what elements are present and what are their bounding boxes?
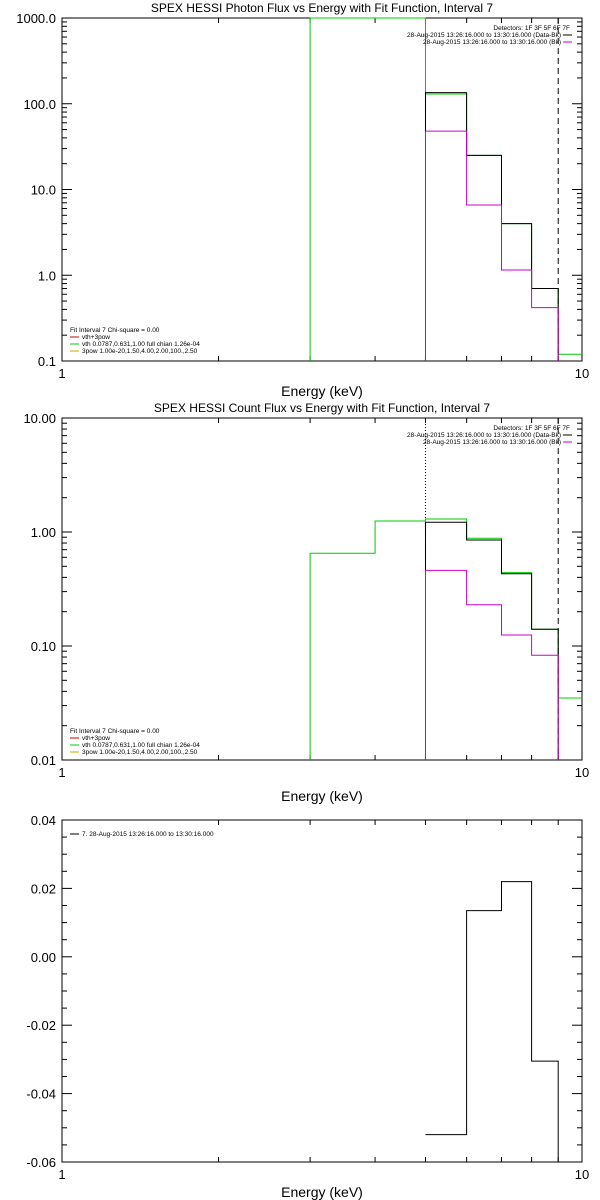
legend-label: 7. 28-Aug-2015 13:26:16.000 to 13:30:16.…: [82, 831, 214, 838]
axes: 1 10 -0.06 -0.04 -0.02 0.00 0.02 0.04: [26, 813, 589, 1182]
axes: 1 10 0.1 1.0 10.0 100.0 1000.0: [16, 11, 589, 381]
series-line: [425, 130, 559, 361]
x-axis-label: Energy (keV): [281, 788, 363, 804]
x-axis-label: Energy (keV): [281, 383, 363, 399]
y-tick-label: 0.04: [31, 813, 56, 828]
x-tick-label: 1: [58, 1167, 65, 1182]
fit-line: 3pow 1.00e-20,1.50,4.00,2.00,100.,2.50: [82, 749, 198, 756]
y-tick-label: 1.00: [31, 525, 56, 540]
plot-frame: [61, 17, 583, 362]
y-tick-label: 0.1: [38, 354, 56, 369]
header-line: Detectors: 1F 3F 5F 6F 7F: [493, 25, 570, 32]
header-line: 28-Aug-2015 13:26:16.000 to 13:30:16.000…: [407, 432, 561, 439]
x-tick-label: 10: [575, 366, 589, 381]
fit-line: vth 0.0787,0.631,1.00 full chian 1.26e-0…: [82, 742, 200, 749]
fit-line: Fit Interval 7 Chi-square = 0.00: [70, 728, 160, 735]
y-tick-label: 0.01: [31, 753, 56, 768]
plot-frame: [61, 417, 583, 761]
series-line: [425, 881, 559, 1162]
plot-frame: [61, 819, 583, 1163]
y-tick-label: 0.10: [31, 639, 56, 654]
marker-lines: [424, 418, 559, 760]
fit-line: vth 0.0787,0.631,1.00 full chian 1.26e-0…: [82, 341, 200, 348]
marker-lines: [424, 18, 559, 361]
chart-title: SPEX HESSI Count Flux vs Energy with Fit…: [154, 401, 490, 415]
series-group: [425, 881, 559, 1162]
header-line: 28-Aug-2015 13:26:16.000 to 13:30:16.000…: [407, 32, 561, 39]
fit-line: vth+3pow: [82, 735, 110, 742]
y-tick-label: 1.0: [38, 268, 56, 283]
y-tick-label: 100.0: [23, 97, 56, 112]
series-group: [309, 518, 582, 760]
axes: 1 10 0.01 0.10 1.00 10.00: [23, 411, 589, 780]
header-line: 28-Aug-2015 13:26:16.000 to 13:30:16.000…: [423, 439, 561, 446]
fit-line: vth+3pow: [82, 334, 110, 341]
y-tick-label: -0.02: [26, 1018, 56, 1033]
y-tick-label: 1000.0: [16, 11, 56, 26]
series-line: [309, 17, 582, 361]
series-line: [425, 569, 559, 760]
header-legend: Detectors: 1F 3F 5F 6F 7F 28-Aug-2015 13…: [407, 425, 572, 446]
fit-legend: Fit Interval 7 Chi-square = 0.00 vth+3po…: [70, 728, 200, 756]
chart-title: SPEX HESSI Photon Flux vs Energy with Fi…: [151, 1, 493, 15]
y-tick-label: 0.00: [31, 950, 56, 965]
y-tick-label: -0.04: [26, 1087, 56, 1102]
count-flux-panel: SPEX HESSI Count Flux vs Energy with Fit…: [23, 401, 589, 804]
header-line: Detectors: 1F 3F 5F 6F 7F: [493, 425, 570, 432]
fit-legend: Fit Interval 7 Chi-square = 0.00 vth+3po…: [70, 327, 200, 355]
series-line: [425, 521, 559, 760]
x-tick-label: 1: [58, 366, 65, 381]
photon-flux-panel: SPEX HESSI Photon Flux vs Energy with Fi…: [16, 1, 589, 399]
fit-line: Fit Interval 7 Chi-square = 0.00: [70, 327, 160, 334]
series-group: [309, 17, 582, 361]
residual-panel: 1 10 -0.06 -0.04 -0.02 0.00 0.02 0.04 Energy (k…: [26, 813, 589, 1200]
series-line: [425, 92, 559, 361]
fit-line: 3pow 1.00e-20,1.50,4.00,2.00,100.,2.50: [82, 348, 198, 355]
header-legend: Detectors: 1F 3F 5F 6F 7F 28-Aug-2015 13…: [407, 25, 572, 46]
y-tick-label: 0.02: [31, 881, 56, 896]
series-line: [309, 518, 582, 760]
x-axis-label: Energy (keV): [281, 1184, 363, 1200]
x-tick-label: 10: [575, 765, 589, 780]
x-tick-label: 10: [575, 1167, 589, 1182]
header-line: 28-Aug-2015 13:26:16.000 to 13:30:16.000…: [423, 39, 561, 46]
y-tick-label: 10.00: [23, 411, 56, 426]
y-tick-label: 10.0: [31, 183, 56, 198]
y-tick-label: -0.06: [26, 1155, 56, 1170]
x-tick-label: 1: [58, 765, 65, 780]
